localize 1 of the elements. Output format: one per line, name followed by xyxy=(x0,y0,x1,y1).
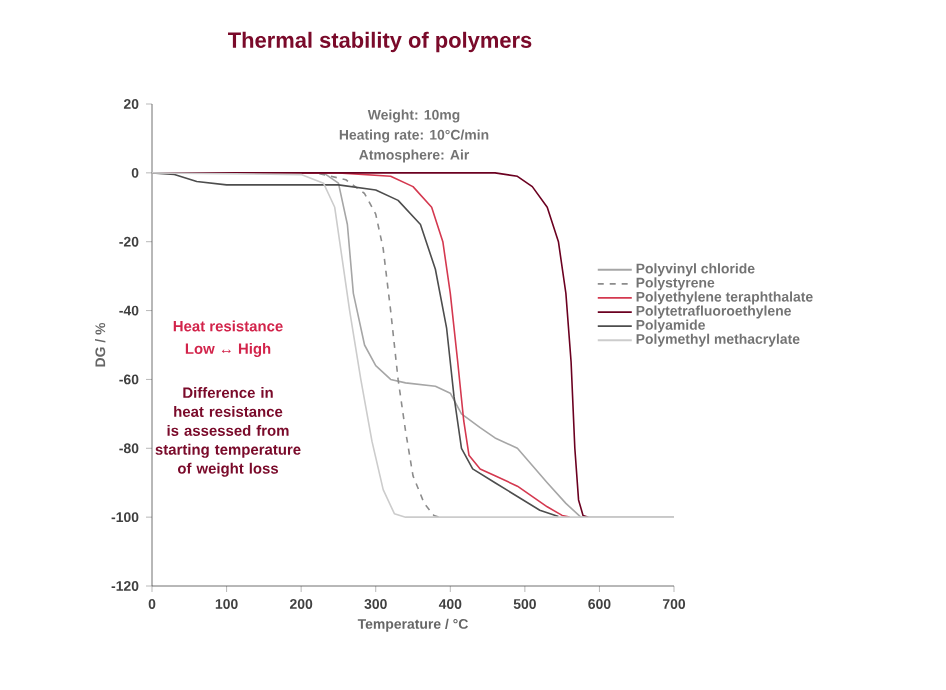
chart-title: Thermal stability of polymers xyxy=(228,31,532,53)
